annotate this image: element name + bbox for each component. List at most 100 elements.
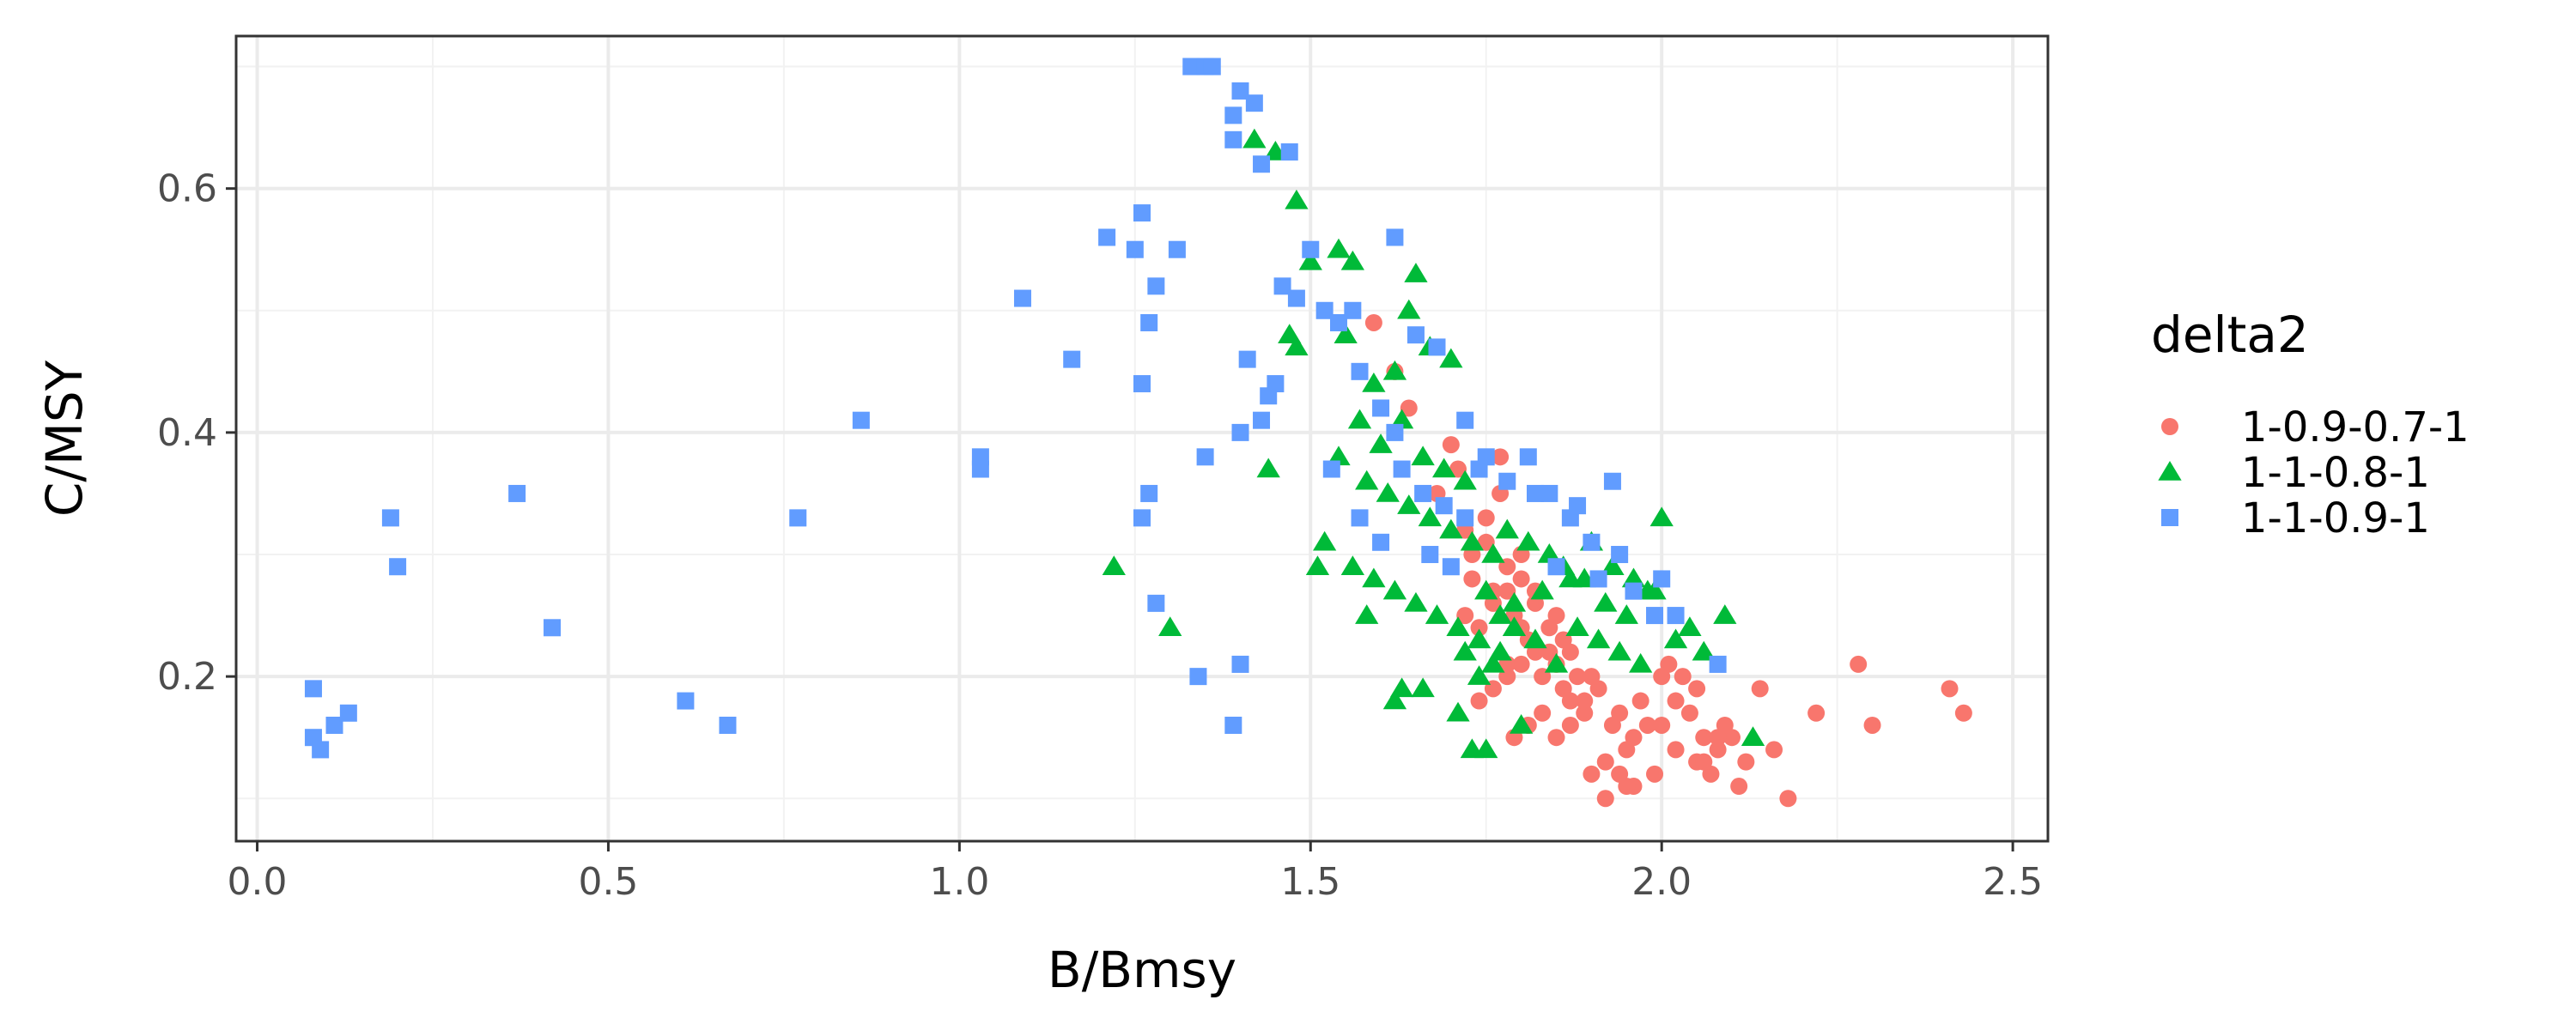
data-point xyxy=(1611,704,1629,722)
data-point xyxy=(1393,460,1411,478)
data-point xyxy=(1147,277,1165,295)
data-point xyxy=(1267,375,1285,393)
data-point xyxy=(1607,640,1631,661)
data-point xyxy=(1540,484,1558,502)
data-point xyxy=(1446,701,1470,722)
data-point xyxy=(1245,94,1263,112)
data-point xyxy=(1779,790,1797,808)
data-point xyxy=(1126,240,1144,258)
data-point xyxy=(1242,128,1267,148)
data-point xyxy=(1709,741,1727,759)
data-point xyxy=(1189,668,1207,686)
data-point xyxy=(1231,423,1249,441)
data-point xyxy=(1404,263,1428,282)
data-point xyxy=(1404,591,1428,612)
data-point xyxy=(1477,533,1495,551)
data-point xyxy=(1512,570,1530,588)
data-point xyxy=(304,680,322,698)
data-point xyxy=(1397,299,1421,319)
data-point xyxy=(1713,604,1737,624)
data-point xyxy=(1646,607,1664,625)
data-point xyxy=(1603,472,1621,490)
x-axis-title: B/Bmsy xyxy=(1048,941,1236,999)
data-point xyxy=(1547,729,1565,747)
data-point xyxy=(1315,301,1334,319)
data-point xyxy=(1414,484,1432,502)
data-point xyxy=(1463,570,1481,588)
data-point xyxy=(1530,579,1554,600)
data-point xyxy=(1302,240,1320,258)
data-point xyxy=(1561,692,1579,710)
data-point xyxy=(1674,668,1692,686)
data-point xyxy=(1660,655,1678,673)
legend-label-2: 1-1-0.8-1 xyxy=(2241,449,2430,497)
data-point xyxy=(1558,567,1583,588)
x-tick-label: 1.5 xyxy=(1280,860,1340,904)
data-point xyxy=(1098,228,1116,246)
data-point xyxy=(1449,460,1467,478)
data-point xyxy=(1133,509,1151,527)
y-tick-label: 0.2 xyxy=(157,655,217,699)
data-point xyxy=(1013,289,1031,307)
data-point xyxy=(1547,607,1565,625)
axes: 0.0 0.5 1.0 1.5 2.0 2.5 0.2 0.4 0.6 xyxy=(157,167,2043,904)
legend-key-3 xyxy=(2161,509,2178,526)
data-point xyxy=(1653,570,1671,588)
data-point xyxy=(1730,778,1748,796)
data-point xyxy=(1474,579,1498,600)
data-point xyxy=(1941,680,1959,698)
data-point xyxy=(1678,616,1702,637)
data-point xyxy=(1386,423,1404,441)
data-point xyxy=(1709,655,1727,673)
data-point xyxy=(1561,643,1579,661)
data-point xyxy=(1649,506,1674,527)
data-point xyxy=(1470,619,1488,637)
data-point xyxy=(1596,790,1614,808)
data-point xyxy=(1688,680,1706,698)
data-point xyxy=(1442,436,1460,454)
data-point xyxy=(1534,704,1552,722)
data-point xyxy=(1692,640,1716,661)
legend-title: delta2 xyxy=(2151,306,2309,364)
data-point xyxy=(1470,692,1488,710)
y-axis-title: C/MSY xyxy=(35,360,94,517)
data-point xyxy=(1298,250,1322,270)
data-point xyxy=(719,716,737,734)
data-point xyxy=(1140,313,1158,331)
data-point xyxy=(1470,460,1488,478)
data-point xyxy=(1456,509,1474,527)
data-point xyxy=(971,460,989,478)
data-point xyxy=(1400,399,1418,417)
data-point xyxy=(1547,558,1565,576)
data-point xyxy=(1340,250,1364,270)
data-point xyxy=(1625,729,1643,747)
data-point xyxy=(1238,350,1256,368)
data-point xyxy=(1667,692,1685,710)
data-point xyxy=(789,509,807,527)
data-point xyxy=(1863,716,1881,734)
data-point xyxy=(1168,240,1186,258)
data-point xyxy=(1351,362,1369,380)
data-point xyxy=(1614,604,1638,624)
data-point xyxy=(1327,238,1351,258)
data-point xyxy=(1667,607,1685,625)
data-point xyxy=(1312,530,1337,551)
data-point xyxy=(1495,518,1519,539)
data-point xyxy=(1629,652,1653,673)
data-point xyxy=(1376,482,1400,502)
data-point xyxy=(1537,543,1561,563)
data-point xyxy=(1140,484,1158,502)
data-point xyxy=(1594,591,1618,612)
data-point xyxy=(1224,106,1242,124)
data-point xyxy=(1439,348,1463,368)
data-point xyxy=(1589,570,1607,588)
data-point xyxy=(1182,58,1200,76)
data-point xyxy=(1680,704,1698,722)
plot-panel xyxy=(236,36,2048,841)
data-point xyxy=(1526,484,1544,502)
data-point xyxy=(1765,741,1783,759)
data-point xyxy=(1411,677,1435,698)
data-point xyxy=(1474,738,1498,759)
data-point xyxy=(1305,555,1330,575)
